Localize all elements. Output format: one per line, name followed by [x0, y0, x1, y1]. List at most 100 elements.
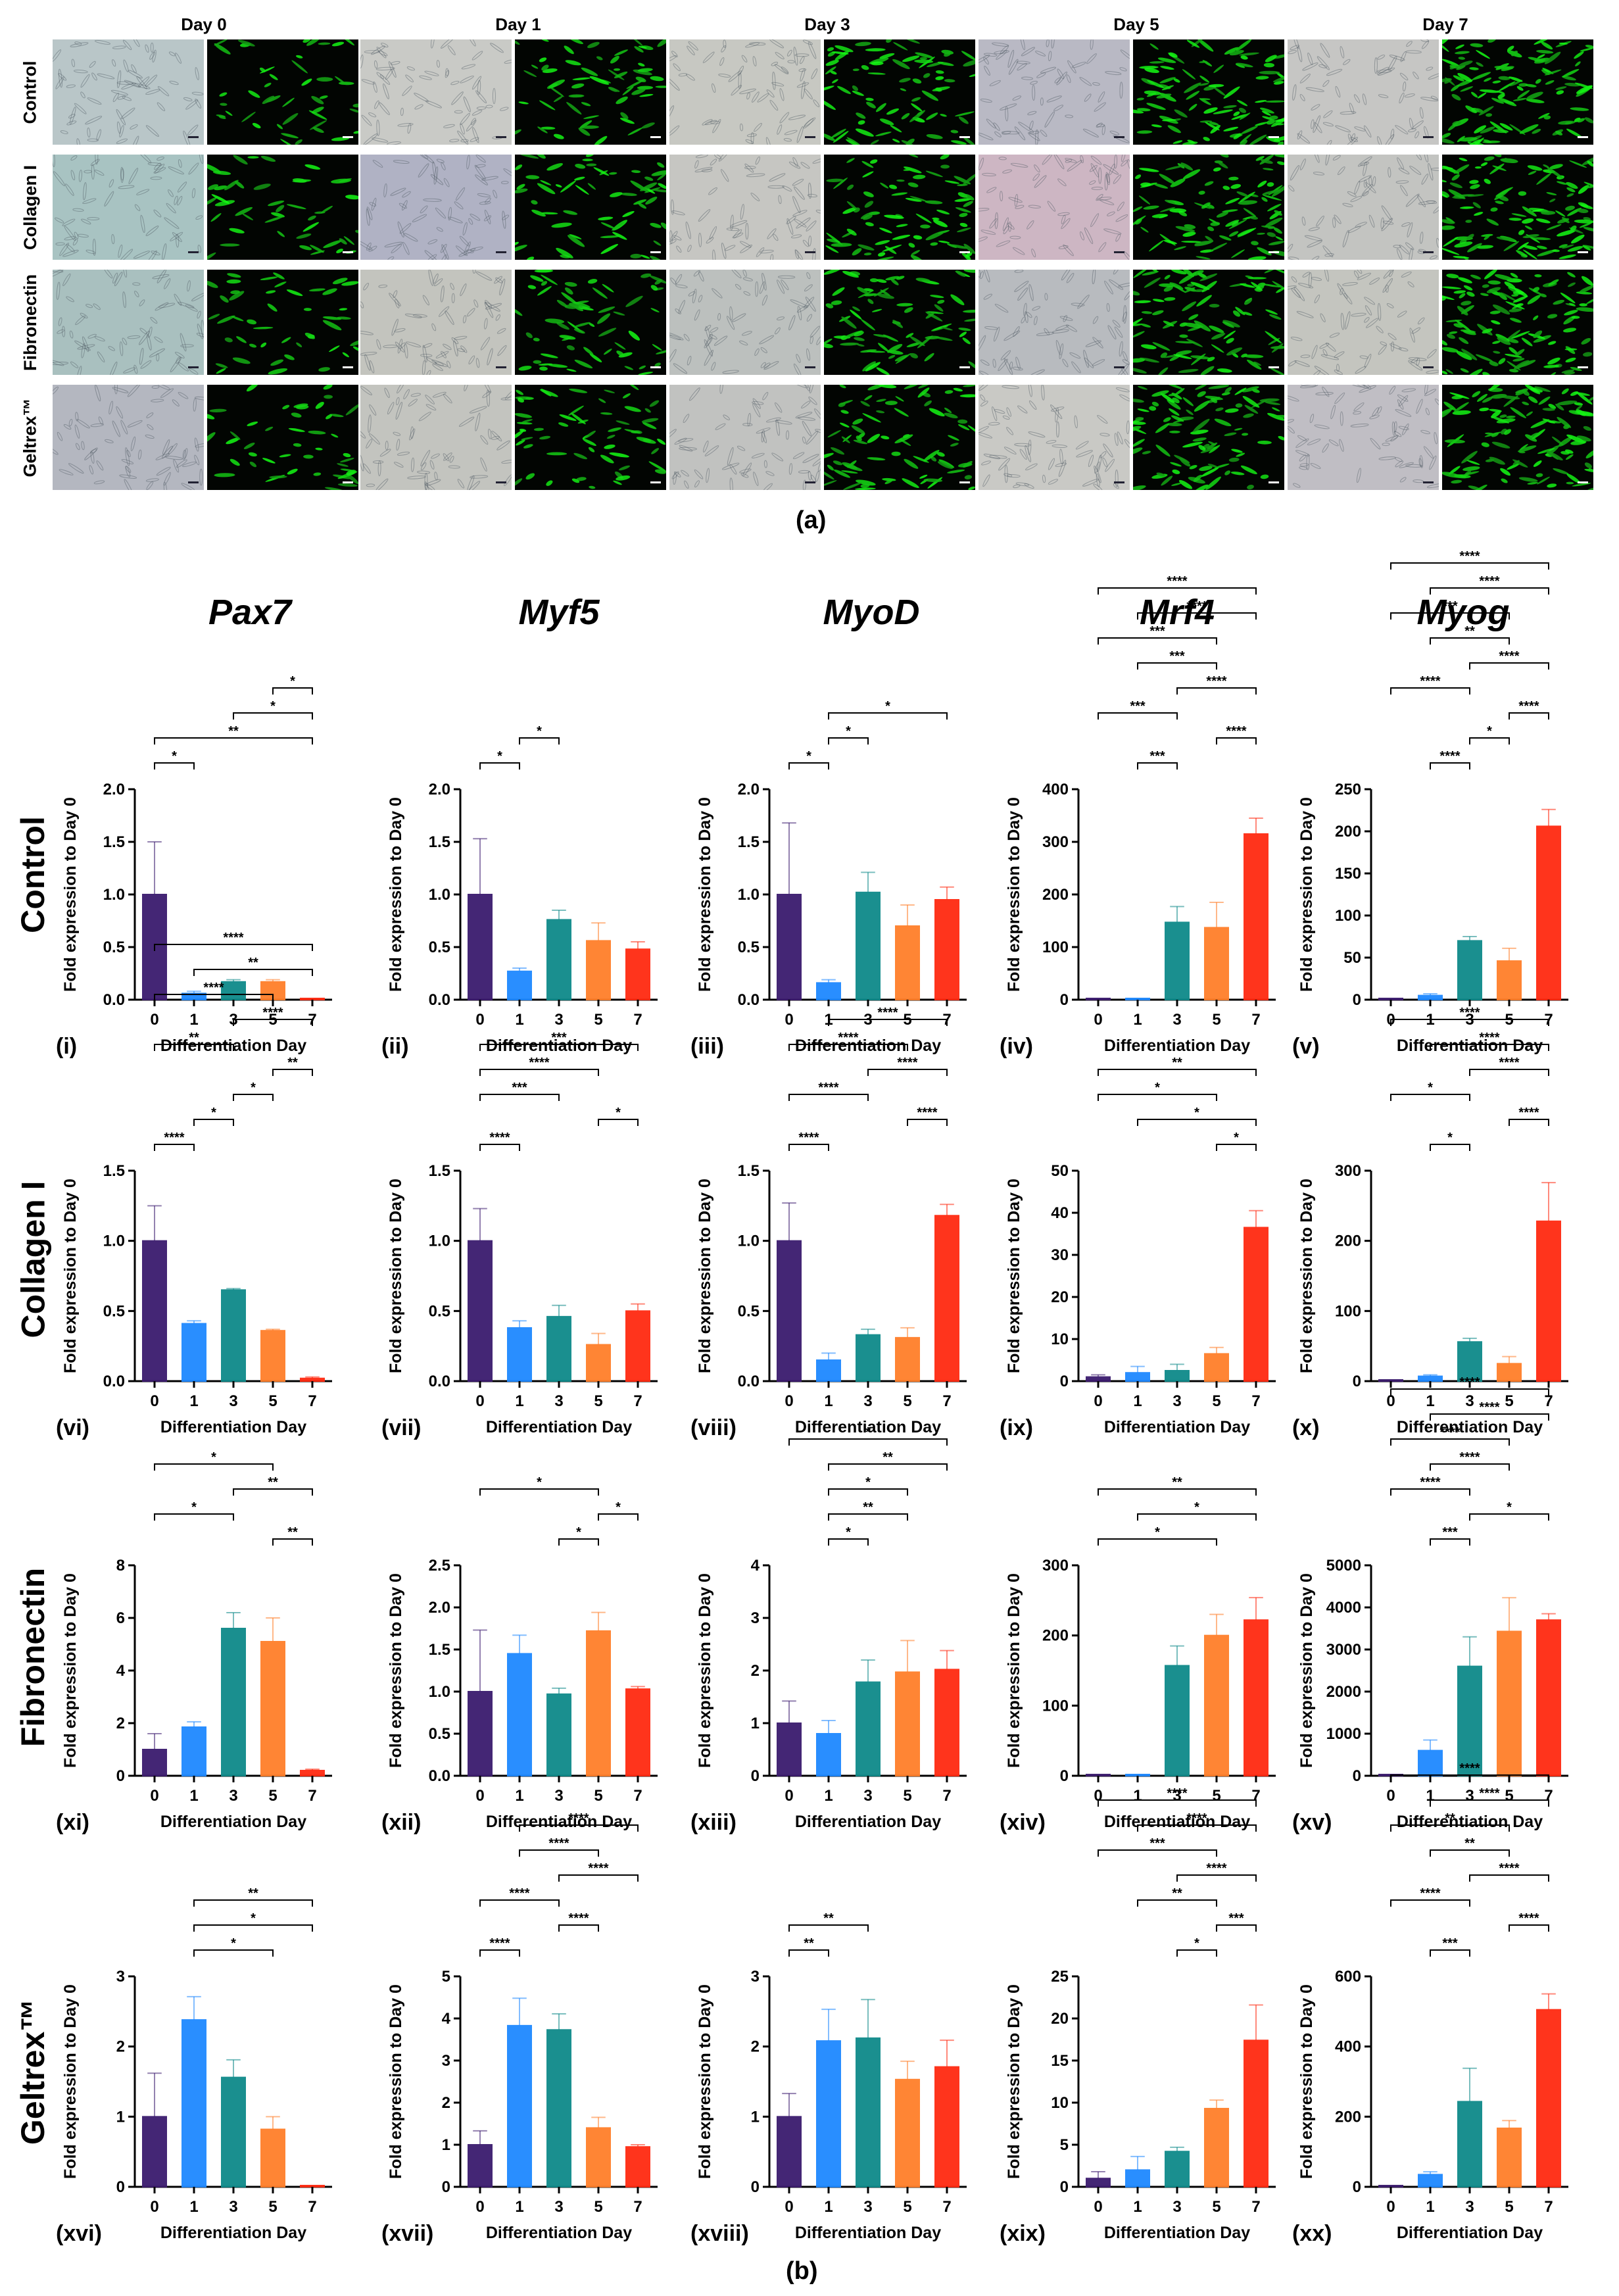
y-tick-label: 2.0: [429, 781, 450, 798]
bar: [1536, 2009, 1561, 2188]
y-tick-label: 3: [751, 1968, 760, 1986]
y-axis-title: Fold expression to Day 0: [387, 1573, 405, 1768]
scale-bar: [805, 251, 815, 253]
x-tick-label: 7: [1251, 2198, 1260, 2216]
x-axis-title: Differentiation Day: [486, 1813, 632, 1831]
y-tick-label: 1.5: [738, 833, 760, 851]
significance-bracket: [788, 1094, 869, 1101]
significance-label: *: [865, 1425, 871, 1440]
scale-bar: [343, 136, 353, 138]
bar: [777, 1722, 802, 1776]
bar: [856, 891, 881, 1001]
y-tick-label: 300: [1042, 833, 1069, 851]
significance-label: *: [1487, 724, 1492, 739]
scale-bar: [1423, 251, 1434, 253]
significance-label: ****: [548, 1836, 569, 1851]
y-axis-title: Fold expression to Day 0: [696, 1984, 714, 2179]
significance-label: *: [616, 1106, 621, 1120]
bar: [625, 1688, 650, 1776]
bar: [586, 940, 611, 1001]
significance-label: ****: [1499, 1861, 1519, 1876]
significance-bracket: [154, 994, 274, 1001]
significance-label: **: [882, 1450, 893, 1465]
y-tick-label: 0.5: [103, 939, 125, 956]
bar: [546, 1315, 571, 1382]
x-tick-label: 7: [308, 2198, 316, 2216]
significance-label: *: [251, 1081, 256, 1095]
y-tick-label: 2: [116, 2038, 125, 2056]
bar: [300, 1770, 325, 1776]
fluorescence-image: [207, 270, 358, 375]
y-tick-label: 1.5: [103, 1162, 125, 1180]
y-axis-title: Fold expression to Day 0: [61, 1573, 80, 1768]
significance-label: **: [1172, 1475, 1182, 1490]
significance-bracket: [828, 1463, 948, 1471]
bar: [1244, 833, 1269, 1000]
y-axis-title: Fold expression to Day 0: [387, 1984, 405, 2179]
significance-label: ****: [568, 1911, 589, 1926]
brightfield-image: [53, 270, 204, 375]
significance-bracket: [1137, 762, 1178, 769]
x-tick-label: 5: [903, 2198, 911, 2216]
brightfield-image: [360, 270, 512, 375]
y-tick-label: 10: [1051, 2094, 1069, 2112]
significance-label: *: [211, 1106, 216, 1120]
y-tick-label: 150: [1335, 865, 1361, 883]
x-tick-label: 0: [475, 2198, 484, 2216]
y-axis-title: Fold expression to Day 0: [696, 1573, 714, 1768]
significance-bracket: [1098, 1799, 1257, 1807]
scale-bar: [1114, 136, 1124, 138]
scale-bar: [343, 251, 353, 253]
y-tick-label: 0.5: [738, 939, 760, 956]
significance-label: ****: [818, 1081, 838, 1095]
y-tick-label: 2: [751, 2038, 760, 2056]
scale-bar: [1423, 136, 1434, 138]
significance-bracket: [479, 1069, 599, 1076]
brightfield-image: [53, 39, 204, 145]
y-tick-label: 1.5: [429, 1162, 450, 1180]
x-tick-label: 3: [1465, 1392, 1474, 1410]
significance-label: *: [251, 1911, 256, 1926]
x-tick-label: 7: [942, 1392, 951, 1410]
x-axis-title: Differentiation Day: [486, 1037, 632, 1055]
y-tick-label: 0.5: [429, 1725, 450, 1743]
bar: [1204, 1634, 1229, 1777]
brightfield-image: [1288, 39, 1439, 145]
significance-bracket: [1430, 1849, 1510, 1857]
significance-bracket: [272, 1538, 313, 1546]
significance-label: ***: [551, 1031, 567, 1045]
y-tick-label: 2: [751, 1662, 760, 1680]
x-tick-label: 7: [1544, 1392, 1553, 1410]
y-axis-title: Fold expression to Day 0: [1297, 797, 1316, 992]
bar: [507, 1653, 532, 1776]
bar: [1497, 1630, 1522, 1776]
significance-bracket: [233, 712, 313, 720]
x-tick-label: 0: [1386, 1392, 1395, 1410]
significance-bracket: [1390, 1438, 1510, 1446]
x-tick-label: 1: [1426, 1392, 1434, 1410]
significance-label: ****: [1186, 1811, 1207, 1826]
x-axis-title: Differentiation Day: [795, 1418, 941, 1436]
significance-bracket: [1469, 1513, 1549, 1521]
significance-bracket: [193, 1899, 313, 1907]
fluorescence-image: [824, 385, 975, 490]
y-tick-label: 20: [1051, 1288, 1069, 1306]
significance-label: ****: [489, 1131, 510, 1145]
bar: [1457, 2101, 1482, 2187]
x-axis-title: Differentiation Day: [160, 1813, 306, 1831]
y-axis-title: Fold expression to Day 0: [61, 1179, 80, 1373]
significance-bracket: [1390, 1019, 1549, 1026]
significance-bracket: [1137, 1119, 1257, 1126]
bar: [507, 970, 532, 1001]
fluorescence-image: [207, 155, 358, 260]
significance-bracket: [1390, 1488, 1470, 1496]
bar: [468, 894, 493, 1000]
y-tick-label: 0.0: [429, 991, 450, 1009]
significance-label: ***: [1149, 624, 1165, 639]
bar: [856, 2037, 881, 2188]
y-tick-label: 1.5: [429, 833, 450, 851]
significance-bracket: [479, 1949, 520, 1957]
significance-label: ****: [1518, 699, 1539, 714]
significance-label: ****: [262, 1006, 283, 1020]
scale-bar: [959, 481, 970, 483]
